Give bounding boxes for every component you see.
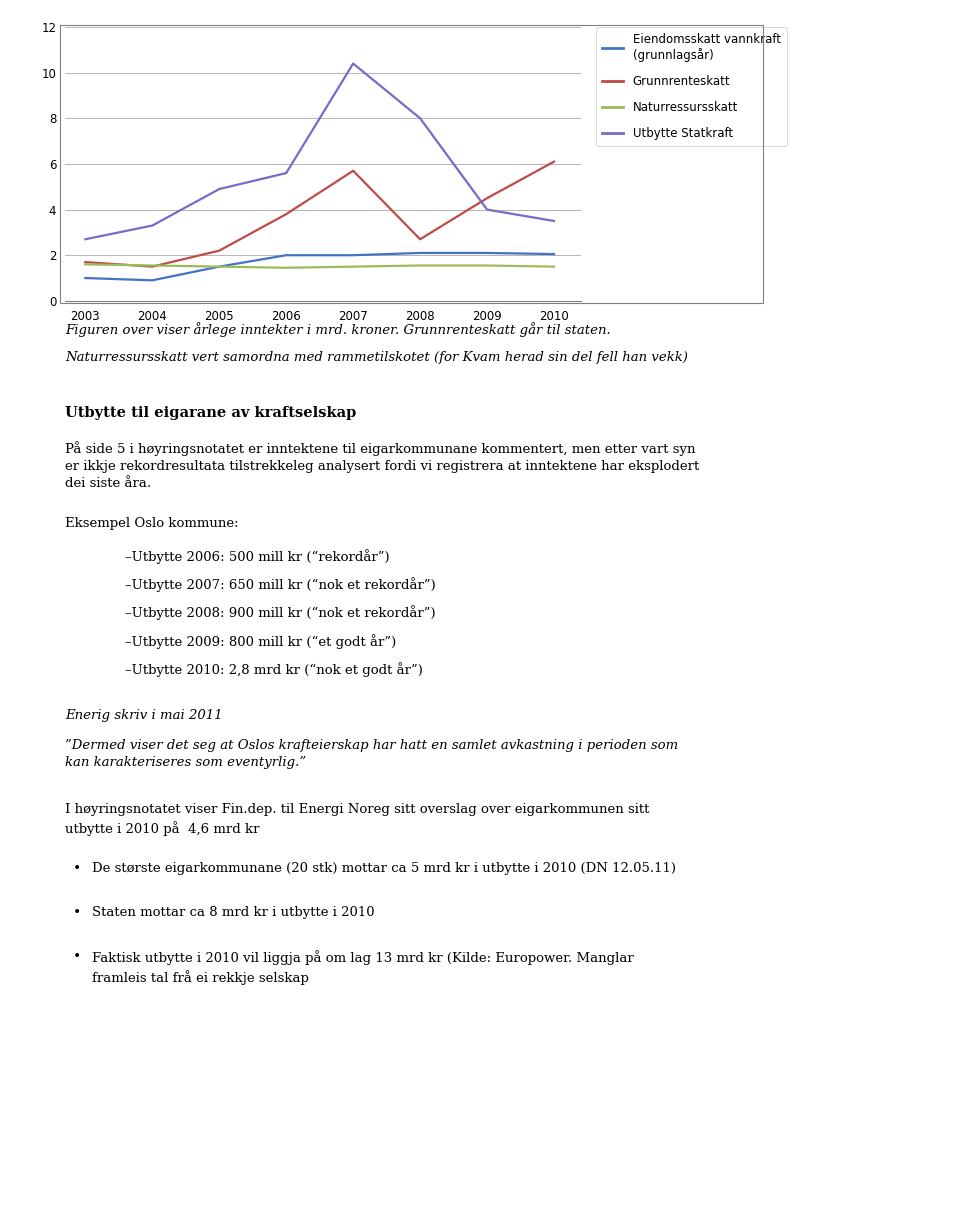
Text: –Utbytte 2006: 500 mill kr (“rekordår”): –Utbytte 2006: 500 mill kr (“rekordår”) xyxy=(125,549,390,564)
Text: Enerig skriv i mai 2011: Enerig skriv i mai 2011 xyxy=(65,709,223,722)
Text: •: • xyxy=(73,862,82,876)
Text: •: • xyxy=(73,950,82,964)
Text: –Utbytte 2007: 650 mill kr (“nok et rekordår”): –Utbytte 2007: 650 mill kr (“nok et reko… xyxy=(125,577,436,592)
Text: –Utbytte 2008: 900 mill kr (“nok et rekordår”): –Utbytte 2008: 900 mill kr (“nok et reko… xyxy=(125,605,436,620)
Legend: Eiendomsskatt vannkraft
(grunnlagsår), Grunnrenteskatt, Naturressursskatt, Utbyt: Eiendomsskatt vannkraft (grunnlagsår), G… xyxy=(596,27,787,146)
Text: –Utbytte 2009: 800 mill kr (“et godt år”): –Utbytte 2009: 800 mill kr (“et godt år”… xyxy=(125,634,396,648)
Text: Figuren over viser årlege inntekter i mrd. kroner. Grunnrenteskatt går til state: Figuren over viser årlege inntekter i mr… xyxy=(65,322,611,336)
Text: Eksempel Oslo kommune:: Eksempel Oslo kommune: xyxy=(65,517,239,530)
Text: På side 5 i høyringsnotatet er inntektene til eigarkommunane kommentert, men ett: På side 5 i høyringsnotatet er inntekten… xyxy=(65,441,700,490)
Text: •: • xyxy=(73,906,82,920)
Text: De største eigarkommunane (20 stk) mottar ca 5 mrd kr i utbytte i 2010 (DN 12.05: De største eigarkommunane (20 stk) motta… xyxy=(92,862,676,876)
Text: ”Dermed viser det seg at Oslos krafteierskap har hatt en samlet avkastning i per: ”Dermed viser det seg at Oslos krafteier… xyxy=(65,739,679,769)
Text: Utbytte til eigarane av kraftselskap: Utbytte til eigarane av kraftselskap xyxy=(65,406,356,420)
Text: Staten mottar ca 8 mrd kr i utbytte i 2010: Staten mottar ca 8 mrd kr i utbytte i 20… xyxy=(92,906,374,920)
Text: I høyringsnotatet viser Fin.dep. til Energi Noreg sitt overslag over eigarkommun: I høyringsnotatet viser Fin.dep. til Ene… xyxy=(65,803,650,836)
Text: Faktisk utbytte i 2010 vil liggja på om lag 13 mrd kr (Kilde: Europower. Manglar: Faktisk utbytte i 2010 vil liggja på om … xyxy=(92,950,634,985)
Text: –Utbytte 2010: 2,8 mrd kr (“nok et godt år”): –Utbytte 2010: 2,8 mrd kr (“nok et godt … xyxy=(125,662,422,677)
Text: Naturressursskatt vert samordna med rammetilskotet (for Kvam herad sin del fell : Naturressursskatt vert samordna med ramm… xyxy=(65,351,688,365)
